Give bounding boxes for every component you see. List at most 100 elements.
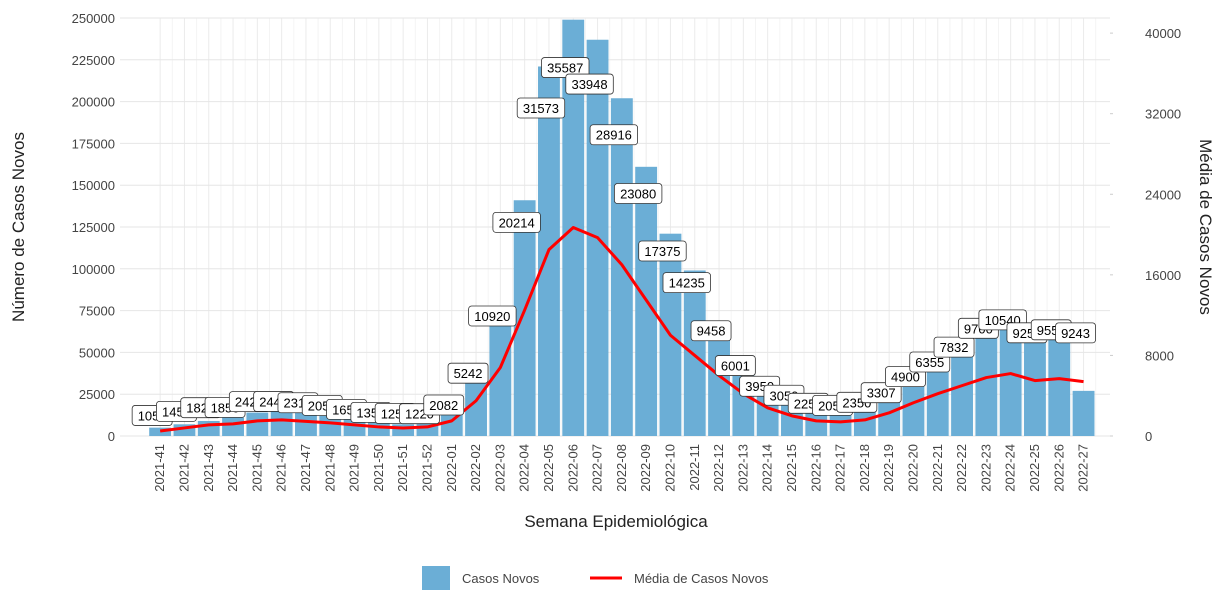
y-tick-label: 225000 — [72, 53, 115, 68]
y2-tick-label: 0 — [1145, 429, 1152, 444]
data-label: 7832 — [940, 340, 969, 355]
bar — [319, 415, 342, 436]
label-box — [638, 240, 687, 262]
x-tick-label: 2021-42 — [176, 444, 191, 492]
y-tick-label: 125000 — [72, 220, 115, 235]
y-tick-label: 0 — [108, 429, 115, 444]
y-tick-label: 250000 — [72, 11, 115, 26]
bar — [295, 412, 317, 436]
data-label: 4900 — [891, 370, 920, 385]
y-tick-label: 150000 — [72, 178, 115, 193]
x-tick-label: 2022-10 — [662, 444, 677, 492]
bar — [173, 424, 196, 436]
x-tick-label: 2022-19 — [881, 444, 896, 492]
x-tick-label: 2022-23 — [978, 444, 993, 492]
label-box — [492, 211, 541, 233]
x-tick-label: 2022-02 — [468, 444, 483, 492]
y-tick-label: 25000 — [79, 387, 115, 402]
bar — [878, 397, 901, 436]
bar — [367, 422, 390, 436]
x-tick-label: 2022-01 — [444, 444, 459, 492]
x-tick-label: 2021-50 — [371, 444, 386, 492]
x-tick-label: 2021-51 — [395, 444, 410, 492]
label-box — [614, 183, 663, 204]
data-label: 6355 — [915, 355, 944, 370]
label-box — [541, 57, 590, 78]
label-box — [468, 305, 517, 327]
bar — [222, 417, 244, 436]
x-tick-label: 2021-41 — [152, 444, 167, 492]
data-label: 17375 — [644, 244, 680, 259]
x-tick-label: 2022-17 — [833, 444, 848, 492]
data-label: 31573 — [523, 101, 559, 116]
x-tick-label: 2022-18 — [857, 444, 872, 492]
x-tick-label: 2022-14 — [760, 444, 775, 492]
line — [159, 226, 1084, 433]
x-tick-label: 2022-21 — [930, 444, 945, 492]
bar — [926, 362, 949, 436]
x-tick-label: 2021-43 — [201, 444, 216, 492]
x-tick-label: 2022-26 — [1051, 444, 1066, 492]
bar — [489, 308, 512, 436]
x-tick-label: 2021-46 — [274, 444, 289, 492]
x-tick-label: 2022-04 — [517, 444, 532, 492]
x-tick-label: 2022-15 — [784, 444, 799, 492]
y2-axis-title: Média de Casos Novos — [1196, 139, 1215, 315]
label-box — [662, 272, 711, 294]
bar — [902, 379, 925, 436]
x-tick-label: 2022-07 — [590, 444, 605, 492]
label-box — [423, 394, 465, 416]
x-tick-label: 2022-06 — [565, 444, 580, 492]
legend-label: Média de Casos Novos — [634, 571, 769, 586]
data-label: 3307 — [867, 386, 896, 401]
data-label: 23080 — [620, 187, 656, 202]
bar — [805, 410, 828, 436]
data-label: 2082 — [429, 398, 458, 413]
y-tick-label: 100000 — [72, 262, 115, 277]
x-tick-label: 2022-05 — [541, 444, 556, 492]
label-box — [690, 320, 732, 342]
data-label: 28916 — [596, 128, 632, 143]
y2-tick-label: 8000 — [1145, 348, 1174, 363]
label-box — [1055, 322, 1096, 344]
data-label: 5242 — [454, 366, 483, 381]
label-box — [714, 355, 756, 376]
x-axis-title: Semana Epidemiológica — [524, 512, 708, 531]
x-tick-label: 2022-03 — [492, 444, 507, 492]
bar — [951, 344, 973, 436]
bar — [829, 412, 852, 436]
x-tick-label: 2022-09 — [638, 444, 653, 492]
x-tick-label: 2021-45 — [249, 444, 264, 492]
y2-tick-label: 40000 — [1145, 26, 1181, 41]
data-label: 35587 — [547, 61, 583, 76]
bar — [683, 270, 706, 436]
x-tick-label: 2022-12 — [711, 444, 726, 492]
x-tick-label: 2022-24 — [1003, 444, 1018, 492]
x-tick-label: 2022-27 — [1076, 444, 1091, 492]
data-label: 20214 — [499, 215, 535, 230]
x-tick-label: 2021-49 — [347, 444, 362, 492]
bar — [149, 427, 172, 436]
legend: Casos Novos Média de Casos Novos — [422, 566, 769, 590]
x-tick-label: 2021-47 — [298, 444, 313, 492]
legend-swatch — [422, 566, 450, 590]
x-tick-label: 2022-25 — [1027, 444, 1042, 492]
x-tick-label: 2022-13 — [735, 444, 750, 492]
bar — [853, 409, 876, 436]
y-axis-title: Número de Casos Novos — [9, 132, 28, 322]
y-tick-label: 75000 — [79, 304, 115, 319]
x-tick-label: 2022-20 — [905, 444, 920, 492]
y2-tick-label: 16000 — [1145, 268, 1181, 283]
bar — [246, 412, 269, 436]
bar — [392, 424, 415, 436]
label-box — [516, 97, 566, 119]
x-tick-label: 2022-11 — [687, 444, 702, 491]
data-label: 33948 — [571, 77, 607, 92]
label-box — [565, 73, 614, 95]
data-label: 6001 — [721, 359, 750, 374]
y-tick-label: 175000 — [72, 136, 115, 151]
bar — [270, 410, 293, 436]
legend-label: Casos Novos — [462, 571, 540, 586]
x-tick-label: 2022-16 — [808, 444, 823, 492]
